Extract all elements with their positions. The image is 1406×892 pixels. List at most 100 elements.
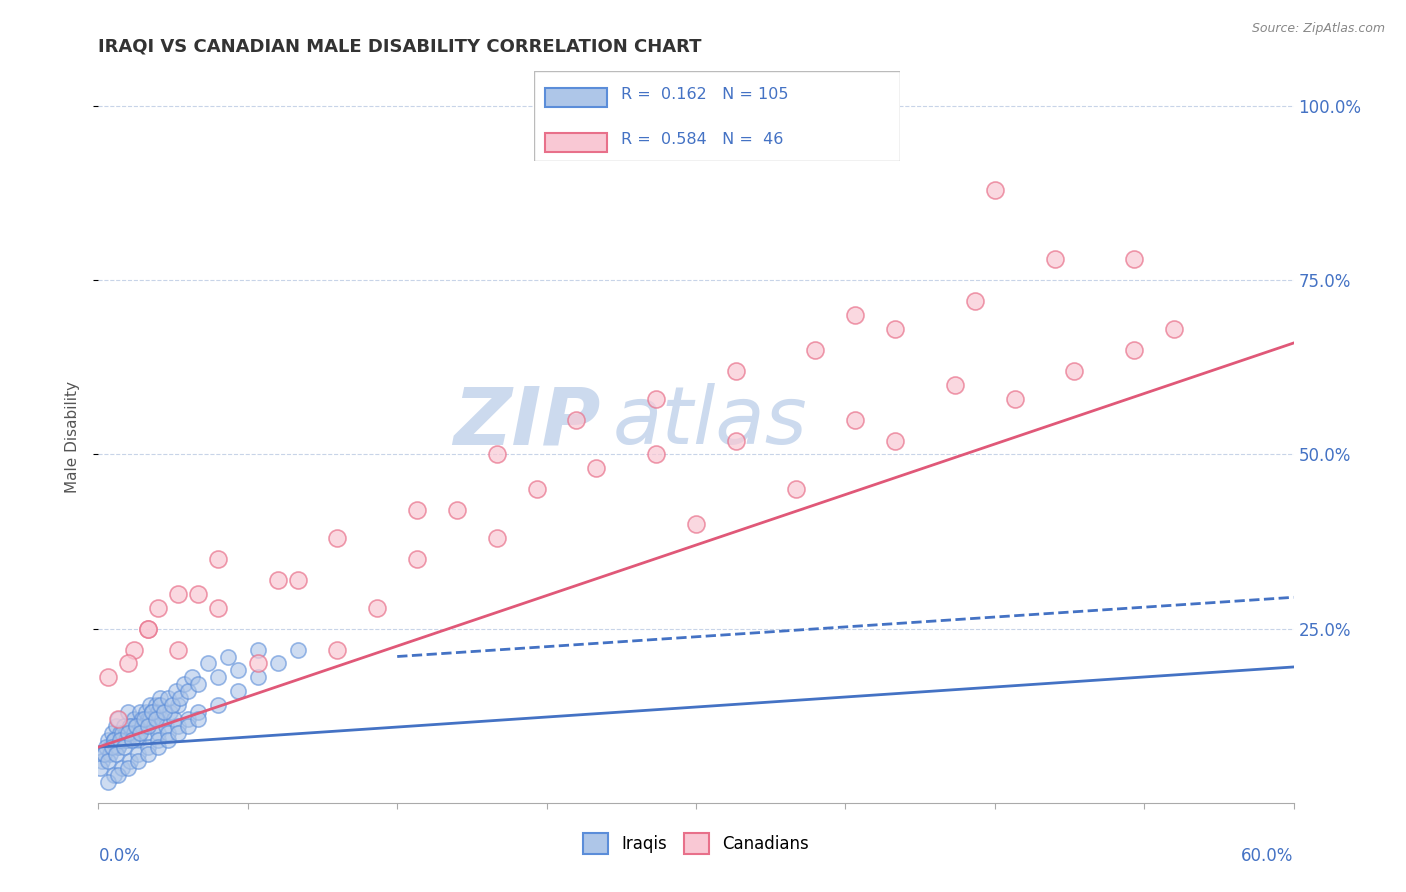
Point xyxy=(97,775,120,789)
Point xyxy=(565,412,588,426)
Point xyxy=(148,726,170,740)
Point xyxy=(141,705,163,719)
Point xyxy=(181,670,204,684)
Point xyxy=(155,719,177,733)
Point xyxy=(125,719,148,733)
Point xyxy=(127,733,149,747)
Point xyxy=(406,552,429,566)
Point xyxy=(93,747,115,761)
Point xyxy=(110,726,132,740)
Point xyxy=(121,733,143,747)
Point xyxy=(163,712,186,726)
Point xyxy=(148,733,170,747)
Point xyxy=(111,733,134,747)
Point xyxy=(131,712,153,726)
Point xyxy=(143,719,166,733)
Point xyxy=(124,712,146,726)
Point xyxy=(105,747,128,761)
Point xyxy=(136,719,159,733)
Point xyxy=(160,698,183,713)
Point xyxy=(91,754,114,768)
Point xyxy=(124,642,146,657)
Point xyxy=(884,434,907,448)
Point xyxy=(167,698,190,713)
Point xyxy=(446,503,468,517)
Point xyxy=(127,747,149,761)
Point xyxy=(135,705,157,719)
Point xyxy=(177,712,200,726)
Point xyxy=(1043,252,1066,267)
FancyBboxPatch shape xyxy=(546,133,606,152)
Text: IRAQI VS CANADIAN MALE DISABILITY CORRELATION CHART: IRAQI VS CANADIAN MALE DISABILITY CORREL… xyxy=(98,38,702,56)
Point xyxy=(984,183,1007,197)
Point xyxy=(526,483,548,497)
Point xyxy=(111,761,134,775)
Point xyxy=(103,733,125,747)
Point xyxy=(149,691,172,706)
Text: ZIP: ZIP xyxy=(453,384,600,461)
Point xyxy=(1123,252,1146,267)
Point xyxy=(585,461,607,475)
Text: 60.0%: 60.0% xyxy=(1241,847,1294,864)
Point xyxy=(103,768,125,782)
Point xyxy=(117,761,139,775)
Point xyxy=(105,719,128,733)
Point xyxy=(159,705,181,719)
Point xyxy=(107,768,129,782)
Point xyxy=(207,698,229,713)
Text: R =  0.584   N =  46: R = 0.584 N = 46 xyxy=(621,132,783,146)
Point xyxy=(127,754,149,768)
Point xyxy=(177,684,200,698)
Point xyxy=(97,670,120,684)
Point xyxy=(125,719,148,733)
Point xyxy=(724,364,747,378)
Point xyxy=(785,483,807,497)
Point xyxy=(136,740,159,755)
Point xyxy=(131,719,153,733)
Point xyxy=(107,712,129,726)
FancyBboxPatch shape xyxy=(534,71,900,161)
Point xyxy=(963,294,986,309)
Point xyxy=(1063,364,1085,378)
Point xyxy=(167,642,190,657)
Point xyxy=(167,587,190,601)
Point xyxy=(107,740,129,755)
Point xyxy=(724,434,747,448)
Point xyxy=(139,698,162,713)
Point xyxy=(101,726,124,740)
Text: R =  0.162   N = 105: R = 0.162 N = 105 xyxy=(621,87,789,102)
FancyBboxPatch shape xyxy=(546,88,606,107)
Point xyxy=(157,733,180,747)
Point xyxy=(117,726,139,740)
Point xyxy=(145,698,167,713)
Point xyxy=(844,412,866,426)
Point xyxy=(187,677,209,691)
Point xyxy=(121,726,143,740)
Point xyxy=(485,531,508,545)
Point xyxy=(167,726,190,740)
Point xyxy=(101,740,124,755)
Point xyxy=(157,691,180,706)
Point xyxy=(97,733,120,747)
Point xyxy=(129,726,152,740)
Point xyxy=(326,642,349,657)
Point xyxy=(148,600,170,615)
Point xyxy=(135,726,157,740)
Point xyxy=(136,747,159,761)
Point xyxy=(103,733,125,747)
Point xyxy=(127,726,149,740)
Point xyxy=(115,726,138,740)
Point xyxy=(107,740,129,755)
Point xyxy=(98,740,122,755)
Point xyxy=(120,754,142,768)
Point xyxy=(207,600,229,615)
Point xyxy=(139,712,162,726)
Point xyxy=(143,712,166,726)
Point xyxy=(124,726,146,740)
Point xyxy=(165,684,187,698)
Point xyxy=(148,705,170,719)
Point xyxy=(112,719,135,733)
Point xyxy=(366,600,388,615)
Point xyxy=(645,392,668,406)
Point xyxy=(120,719,142,733)
